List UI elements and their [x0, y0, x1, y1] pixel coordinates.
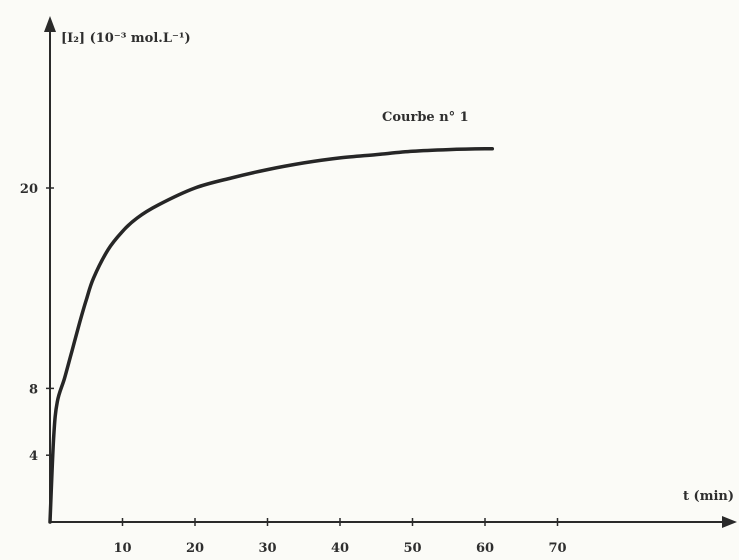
series-line: [48, 146, 495, 524]
x-tick-label: 20: [186, 541, 204, 556]
curve-annotation: Courbe n° 1: [382, 110, 469, 125]
x-axis-title: t (min): [683, 489, 734, 504]
y-tick-label: 4: [29, 449, 38, 464]
axes: [44, 16, 737, 528]
x-tick-label: 10: [113, 541, 131, 556]
series-group: [48, 146, 495, 524]
ticks: 10 20 30 40 50 60 70 4 8 20: [20, 182, 567, 556]
x-tick-label: 40: [331, 541, 349, 556]
x-tick-label: 30: [258, 541, 276, 556]
y-axis-title: [I₂] (10⁻³ mol.L⁻¹): [61, 31, 191, 46]
y-axis-arrow-icon: [44, 16, 56, 32]
x-axis-arrow-icon: [722, 516, 737, 528]
x-tick-label: 70: [548, 541, 566, 556]
x-tick-label: 50: [403, 541, 421, 556]
y-tick-label: 8: [29, 382, 38, 397]
x-tick-label: 60: [476, 541, 494, 556]
y-tick-label: 20: [20, 182, 38, 197]
